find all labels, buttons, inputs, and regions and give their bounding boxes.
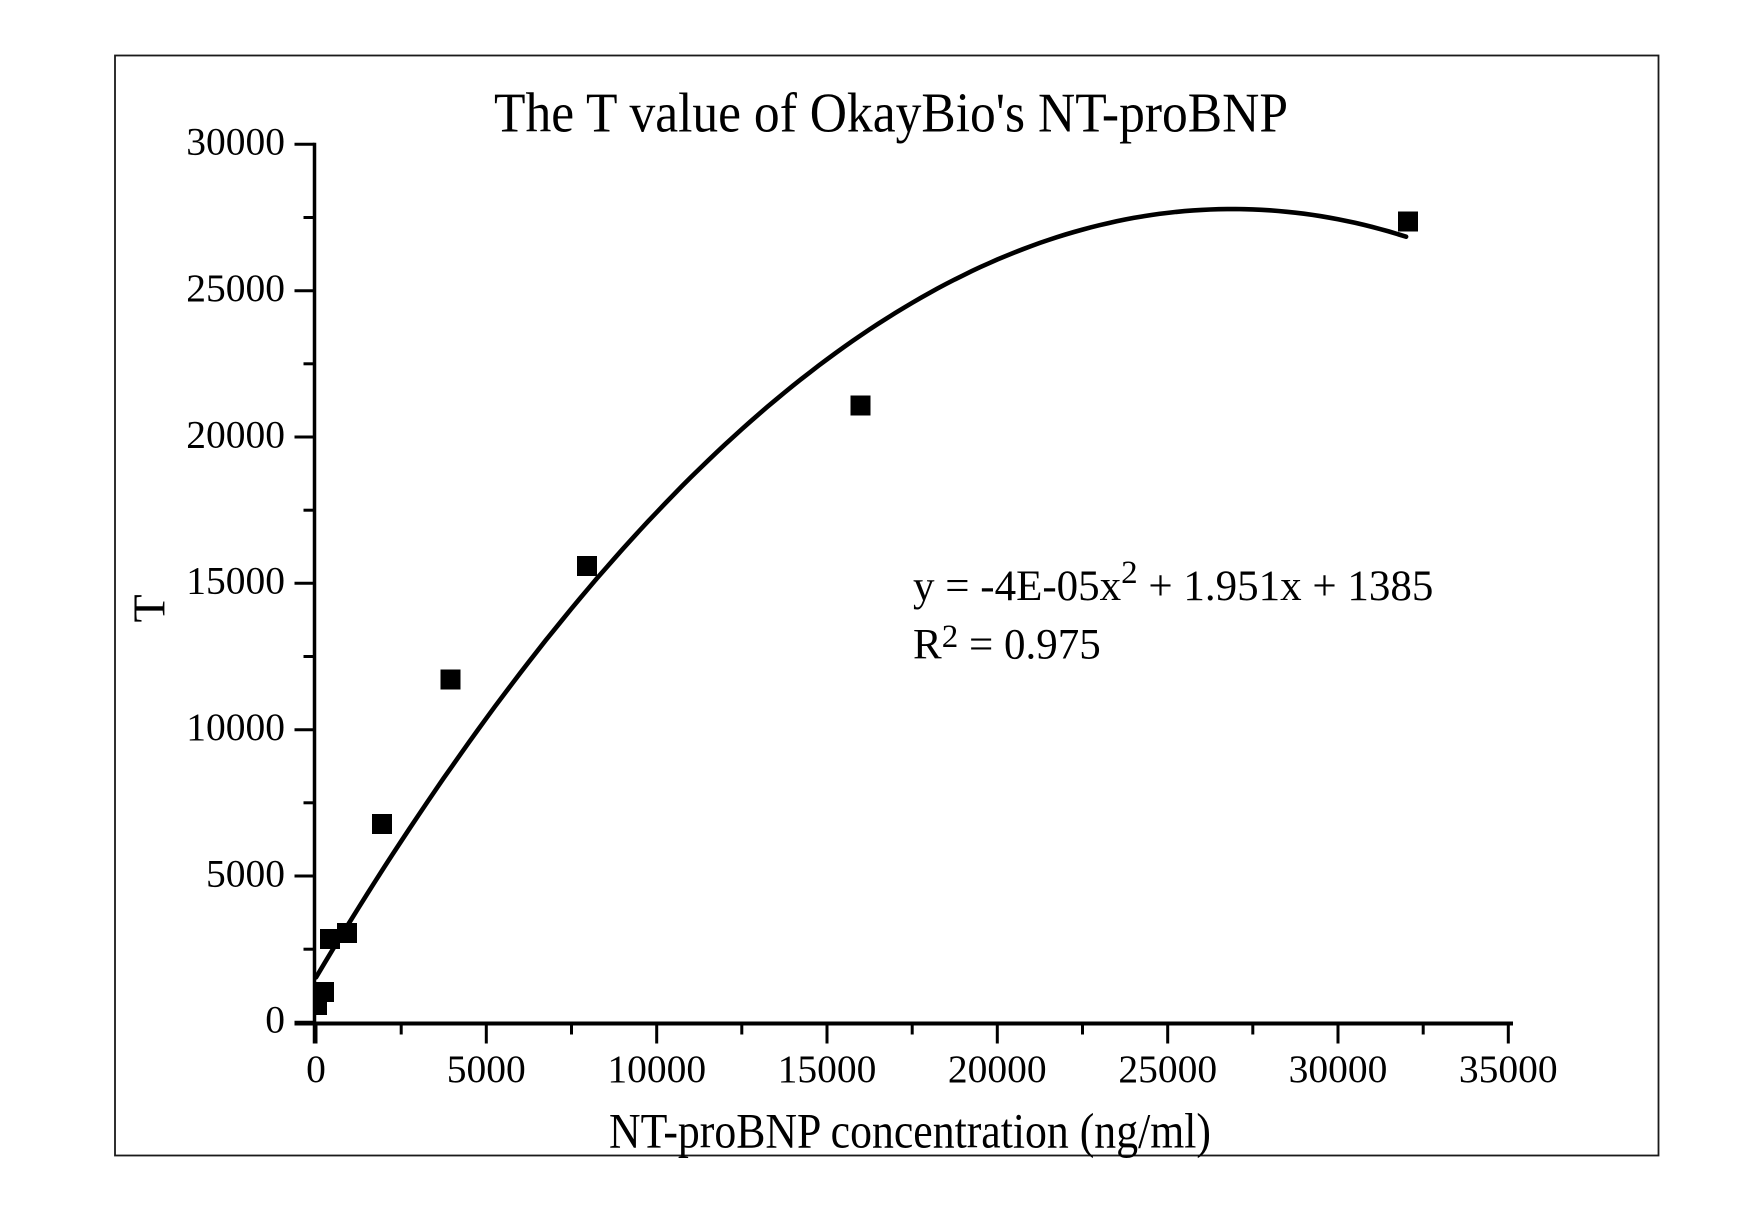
svg-text:15000: 15000 bbox=[778, 1047, 877, 1091]
svg-text:R2 = 0.975: R2 = 0.975 bbox=[913, 619, 1101, 669]
svg-text:5000: 5000 bbox=[447, 1047, 526, 1091]
svg-text:25000: 25000 bbox=[186, 266, 285, 310]
svg-text:35000: 35000 bbox=[1459, 1047, 1558, 1091]
svg-text:The T value of OkayBio's NT-pr: The T value of OkayBio's NT-proBNP bbox=[494, 83, 1288, 145]
svg-text:10000: 10000 bbox=[186, 705, 285, 749]
svg-text:0: 0 bbox=[306, 1047, 326, 1091]
svg-text:20000: 20000 bbox=[948, 1047, 1047, 1091]
svg-text:25000: 25000 bbox=[1118, 1047, 1217, 1091]
svg-text:T: T bbox=[124, 594, 175, 622]
svg-text:y = -4E-05x2 + 1.951x + 1385: y = -4E-05x2 + 1.951x + 1385 bbox=[913, 555, 1433, 610]
svg-text:10000: 10000 bbox=[607, 1047, 706, 1091]
svg-text:15000: 15000 bbox=[186, 559, 285, 603]
svg-text:NT-proBNP concentration (ng/ml: NT-proBNP concentration (ng/ml) bbox=[609, 1103, 1211, 1159]
svg-text:20000: 20000 bbox=[186, 412, 285, 456]
svg-text:5000: 5000 bbox=[206, 851, 285, 895]
svg-text:30000: 30000 bbox=[186, 120, 285, 164]
svg-text:30000: 30000 bbox=[1289, 1047, 1388, 1091]
svg-text:0: 0 bbox=[265, 998, 285, 1042]
